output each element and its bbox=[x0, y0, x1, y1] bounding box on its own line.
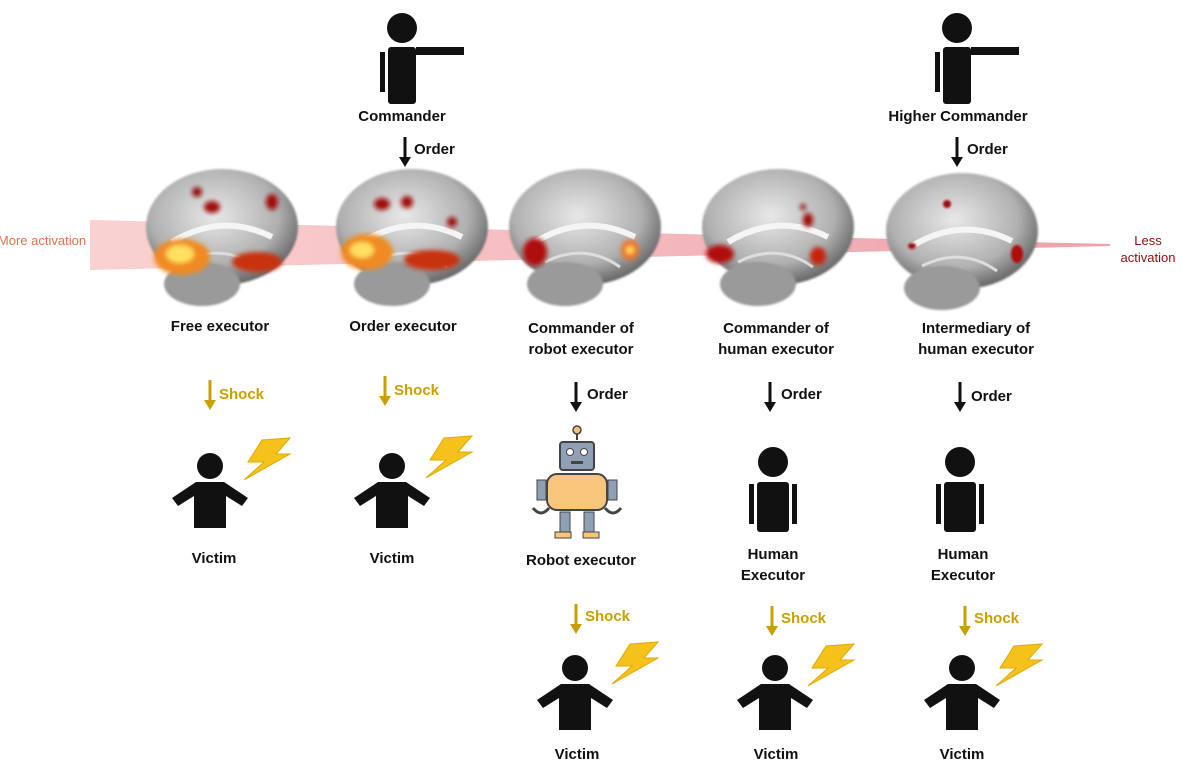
shock-label: Shock bbox=[394, 382, 439, 400]
human-icon bbox=[936, 447, 984, 532]
brain-label: Intermediary of human executor bbox=[914, 318, 1039, 360]
commander-icon bbox=[380, 13, 464, 104]
brain-label: Commander of robot executor bbox=[519, 318, 644, 360]
order-arrow bbox=[399, 137, 411, 167]
shock-label: Shock bbox=[974, 610, 1019, 628]
shock-bolt bbox=[244, 438, 290, 480]
brain bbox=[509, 169, 661, 306]
shock-arrow bbox=[204, 380, 216, 410]
shock-bolt bbox=[426, 436, 472, 478]
target-label: Human Executor bbox=[923, 544, 1003, 586]
brain-label: Commander of human executor bbox=[714, 318, 839, 360]
order-arrow bbox=[764, 382, 776, 412]
victim-icon bbox=[537, 655, 613, 730]
victim-icon bbox=[354, 453, 430, 528]
shock-label: Shock bbox=[781, 610, 826, 628]
robot-icon bbox=[533, 426, 621, 538]
shock-arrow bbox=[379, 376, 391, 406]
target-label: Robot executor bbox=[526, 550, 636, 571]
target-label: Human Executor bbox=[733, 544, 813, 586]
order-label: Order bbox=[971, 388, 1012, 406]
shock-label: Shock bbox=[585, 608, 630, 626]
more-activation: More activation bbox=[0, 232, 86, 249]
order-label: Order bbox=[781, 386, 822, 404]
order-arrow bbox=[951, 137, 963, 167]
shock-bolt bbox=[808, 644, 854, 686]
shock-label: Shock bbox=[219, 386, 264, 404]
brain bbox=[336, 169, 488, 306]
shock-arrow bbox=[766, 606, 778, 636]
brain bbox=[702, 169, 854, 306]
diagram: More activation Less activation Commande… bbox=[0, 0, 1186, 763]
victim-label: Victim bbox=[192, 548, 237, 569]
human-icon bbox=[749, 447, 797, 532]
brain-label: Order executor bbox=[338, 316, 468, 337]
shock-arrow bbox=[570, 604, 582, 634]
brain bbox=[886, 173, 1038, 310]
brain-label: Free executor bbox=[155, 316, 285, 337]
victim-label: Victim bbox=[555, 744, 600, 763]
victim-label: Victim bbox=[370, 548, 415, 569]
order-label: Order bbox=[967, 141, 1008, 159]
order-label: Order bbox=[587, 386, 628, 404]
victim-label: Victim bbox=[940, 744, 985, 763]
victim-label: Victim bbox=[754, 744, 799, 763]
order-arrow bbox=[954, 382, 966, 412]
order-arrow bbox=[570, 382, 582, 412]
commander-label: Commander bbox=[358, 106, 446, 127]
commander-label: Higher Commander bbox=[888, 106, 1027, 127]
order-label: Order bbox=[414, 141, 455, 159]
shock-arrow bbox=[959, 606, 971, 636]
victim-icon bbox=[737, 655, 813, 730]
victim-icon bbox=[172, 453, 248, 528]
brain bbox=[146, 169, 298, 306]
less-activation: Less activation bbox=[1113, 232, 1183, 266]
shock-bolt bbox=[996, 644, 1042, 686]
shock-bolt bbox=[612, 642, 658, 684]
commander-icon bbox=[935, 13, 1019, 104]
victim-icon bbox=[924, 655, 1000, 730]
